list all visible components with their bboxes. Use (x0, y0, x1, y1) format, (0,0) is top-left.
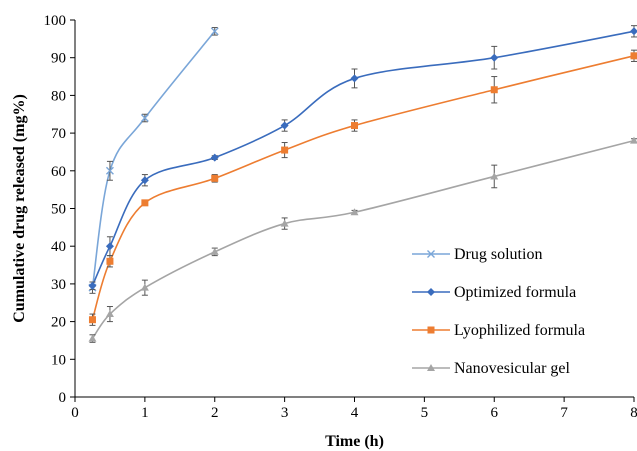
data-point (88, 316, 96, 324)
series-line (91, 139, 635, 340)
y-tick-label: 70 (51, 126, 66, 142)
x-tick-label: 2 (211, 405, 219, 421)
data-point (490, 53, 499, 62)
data-point (88, 281, 97, 290)
legend-swatch-marker (427, 250, 435, 258)
data-point (280, 121, 289, 130)
data-point (630, 52, 637, 60)
data-point (141, 199, 149, 207)
legend-swatch-marker (427, 326, 435, 334)
series-line (91, 30, 635, 287)
data-point (106, 257, 114, 265)
data-point (280, 219, 289, 227)
y-tick-label: 80 (51, 88, 66, 104)
series-lyophilized-formula (88, 49, 637, 326)
x-tick-label: 4 (351, 405, 359, 421)
legend-label: Lyophilized formula (454, 322, 585, 339)
y-tick-label: 100 (44, 13, 67, 29)
legend-item: Optimized formula (412, 284, 576, 301)
series-layer (88, 25, 637, 343)
legend-label: Drug solution (454, 246, 542, 263)
legend-item: Drug solution (412, 246, 542, 263)
data-point (351, 122, 358, 130)
legend-swatch-marker (427, 364, 435, 371)
legend-label: Optimized formula (454, 284, 576, 301)
legend: Drug solution Optimized formula Lyophilize… (412, 246, 585, 377)
series-drug-solution (88, 27, 219, 294)
tick-labels: 0 10 20 30 40 50 60 70 80 90 100 0 1 2 3 4 5 6 7 8 (44, 13, 637, 421)
data-point (105, 310, 114, 318)
series-nanovesicular-gel (88, 136, 637, 343)
data-point (210, 247, 219, 255)
data-point (490, 86, 498, 94)
legend-label: Nanovesicular gel (454, 360, 571, 377)
y-axis-title: Cumulative drug released (mg%) (11, 94, 28, 323)
x-tick-label: 5 (421, 405, 429, 421)
data-point (140, 283, 149, 291)
data-point (140, 176, 149, 185)
y-tick-label: 20 (51, 315, 66, 331)
legend-swatch-marker (427, 288, 435, 296)
x-tick-label: 7 (560, 405, 568, 421)
data-point (490, 172, 499, 180)
y-tick-label: 0 (59, 390, 67, 406)
series-optimized-formula (88, 25, 637, 291)
x-tick-label: 1 (141, 405, 149, 421)
legend-item: Nanovesicular gel (412, 360, 571, 377)
x-tick-label: 6 (491, 405, 499, 421)
y-tick-label: 50 (51, 202, 66, 218)
data-point (350, 74, 359, 83)
data-point (211, 174, 219, 182)
data-point (350, 208, 359, 216)
data-point (281, 146, 289, 154)
y-tick-label: 30 (51, 277, 66, 293)
data-point (105, 166, 114, 175)
y-tick-label: 60 (51, 164, 66, 180)
data-point (210, 153, 219, 162)
data-point (105, 242, 114, 251)
data-point (630, 27, 637, 36)
series-line (91, 55, 635, 320)
data-point (210, 27, 219, 36)
x-axis-title: Time (h) (325, 433, 384, 450)
data-point (88, 334, 97, 342)
x-tick-label: 8 (630, 405, 637, 421)
y-tick-label: 40 (51, 239, 66, 255)
x-tick-label: 0 (71, 405, 79, 421)
data-point (140, 114, 149, 123)
y-tick-label: 90 (51, 51, 66, 67)
data-point (630, 136, 637, 144)
legend-item: Lyophilized formula (412, 322, 585, 339)
x-tick-label: 3 (281, 405, 289, 421)
series-line (91, 30, 216, 288)
y-tick-label: 10 (51, 352, 66, 368)
